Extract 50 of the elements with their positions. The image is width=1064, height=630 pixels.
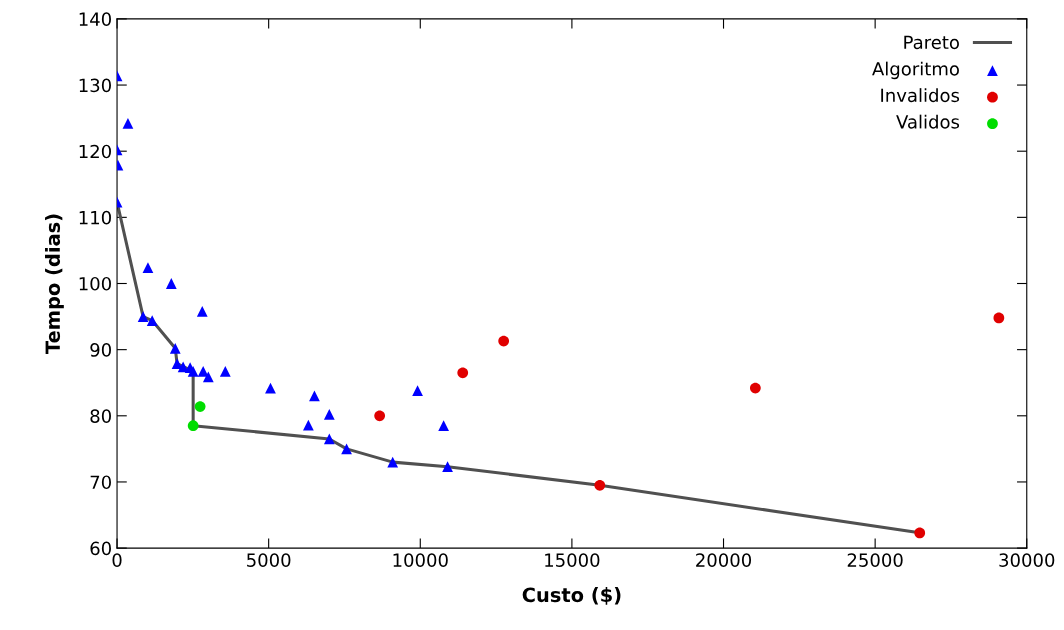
point xyxy=(309,390,320,402)
legend-label: Algoritmo xyxy=(872,61,959,80)
legend-label: Invalidos xyxy=(881,88,960,103)
point xyxy=(341,443,352,455)
x-axis-title: Custo ($) xyxy=(522,587,621,605)
point xyxy=(442,461,453,473)
point xyxy=(387,456,399,468)
point xyxy=(165,278,177,289)
y-tick-label: 120 xyxy=(79,144,111,159)
y-tick-label: 90 xyxy=(90,343,111,357)
point xyxy=(323,409,335,420)
point xyxy=(498,335,510,347)
x-tick-label: 20000 xyxy=(696,553,752,567)
y-tick-label: 80 xyxy=(90,409,111,423)
legend-label: Pareto xyxy=(904,35,959,50)
point xyxy=(146,315,158,326)
x-tick-label: 5000 xyxy=(247,553,291,567)
x-tick-label: 15000 xyxy=(545,553,600,567)
point xyxy=(219,366,231,377)
x-tick-label: 10000 xyxy=(393,553,448,567)
y-tick-label: 70 xyxy=(90,475,111,490)
point xyxy=(594,479,606,491)
point xyxy=(914,527,926,539)
y-tick-label: 110 xyxy=(79,210,111,225)
y-tick-label: 140 xyxy=(79,12,111,27)
y-axis-title: Tempo (dias) xyxy=(45,214,64,355)
point xyxy=(412,385,423,397)
point xyxy=(194,401,206,412)
point xyxy=(993,312,1005,324)
y-tick-label: 100 xyxy=(79,276,111,291)
point xyxy=(137,311,149,322)
point xyxy=(303,419,314,431)
point xyxy=(187,420,199,432)
point xyxy=(374,410,386,422)
point xyxy=(323,433,335,445)
x-tick-label: 30000 xyxy=(999,553,1055,567)
point xyxy=(169,342,181,354)
y-tick-label: 60 xyxy=(90,541,111,556)
point xyxy=(122,118,134,129)
x-tick-label: 25000 xyxy=(847,553,903,567)
point xyxy=(142,262,154,273)
point xyxy=(749,382,761,394)
legend-label: Validos xyxy=(896,114,960,129)
x-tick-label: 0 xyxy=(112,553,122,567)
y-tick-label: 130 xyxy=(79,78,111,93)
point xyxy=(202,371,214,383)
point xyxy=(196,305,208,317)
point xyxy=(457,367,469,379)
point xyxy=(438,420,450,432)
point xyxy=(187,366,199,377)
